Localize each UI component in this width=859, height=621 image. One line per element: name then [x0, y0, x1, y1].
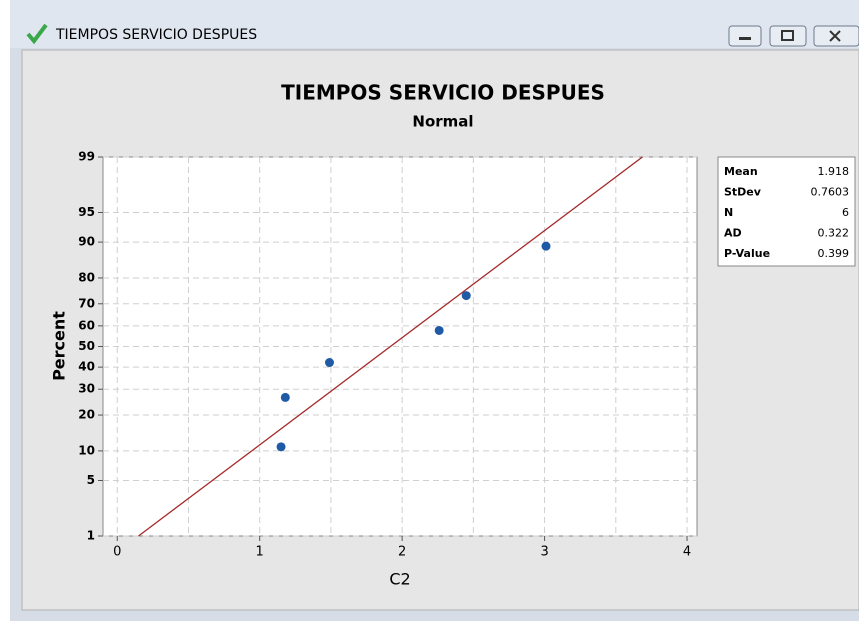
- x-tick-label: 4: [683, 545, 691, 560]
- y-tick-label: 95: [78, 205, 95, 219]
- minimize-icon: [739, 37, 751, 40]
- stat-label: P-Value: [724, 247, 770, 260]
- stat-value: 0.322: [818, 227, 850, 240]
- stat-label: StDev: [724, 186, 762, 199]
- maximize-button[interactable]: [769, 25, 807, 47]
- chart-title: TIEMPOS SERVICIO DESPUES: [281, 81, 605, 105]
- y-tick-label: 20: [78, 408, 95, 422]
- y-tick-label: 90: [78, 235, 95, 249]
- y-axis-label: Percent: [50, 311, 69, 381]
- close-button[interactable]: [813, 25, 859, 47]
- title-bar: [10, 0, 859, 48]
- data-point: [280, 392, 290, 402]
- maximize-icon: [781, 30, 794, 41]
- window-title: TIEMPOS SERVICIO DESPUES: [55, 27, 257, 43]
- y-tick-label: 10: [78, 443, 95, 457]
- stat-label: AD: [724, 227, 742, 240]
- close-icon: [829, 30, 841, 42]
- chart-subtitle: Normal: [412, 113, 473, 131]
- y-tick-label: 80: [78, 270, 95, 284]
- x-tick-label: 1: [256, 545, 264, 560]
- fit-line: [138, 156, 643, 537]
- y-tick-label: 40: [78, 360, 95, 374]
- data-point: [541, 241, 551, 251]
- data-point: [434, 325, 444, 335]
- x-axis-label: C2: [389, 570, 410, 589]
- data-point: [324, 358, 334, 368]
- y-tick-label: 1: [87, 529, 95, 543]
- data-point: [461, 291, 471, 301]
- y-tick-label: 50: [78, 339, 95, 353]
- minimize-button[interactable]: [728, 25, 762, 47]
- stat-label: N: [724, 206, 733, 219]
- check-icon: [26, 23, 48, 45]
- stat-value: 0.7603: [811, 186, 850, 199]
- y-tick-label: 5: [87, 473, 95, 487]
- y-tick-label: 99: [78, 150, 95, 164]
- stat-value: 6: [842, 206, 849, 219]
- y-tick-label: 70: [78, 296, 95, 310]
- stats-box: [717, 156, 856, 267]
- y-tick-label: 60: [78, 318, 95, 332]
- y-tick-label: 30: [78, 382, 95, 396]
- x-tick-label: 3: [540, 545, 548, 560]
- data-point: [276, 442, 286, 452]
- stat-label: Mean: [724, 165, 758, 178]
- stat-value: 1.918: [818, 165, 850, 178]
- x-tick-label: 2: [398, 545, 406, 560]
- stat-value: 0.399: [818, 247, 850, 260]
- x-tick-label: 0: [113, 545, 121, 560]
